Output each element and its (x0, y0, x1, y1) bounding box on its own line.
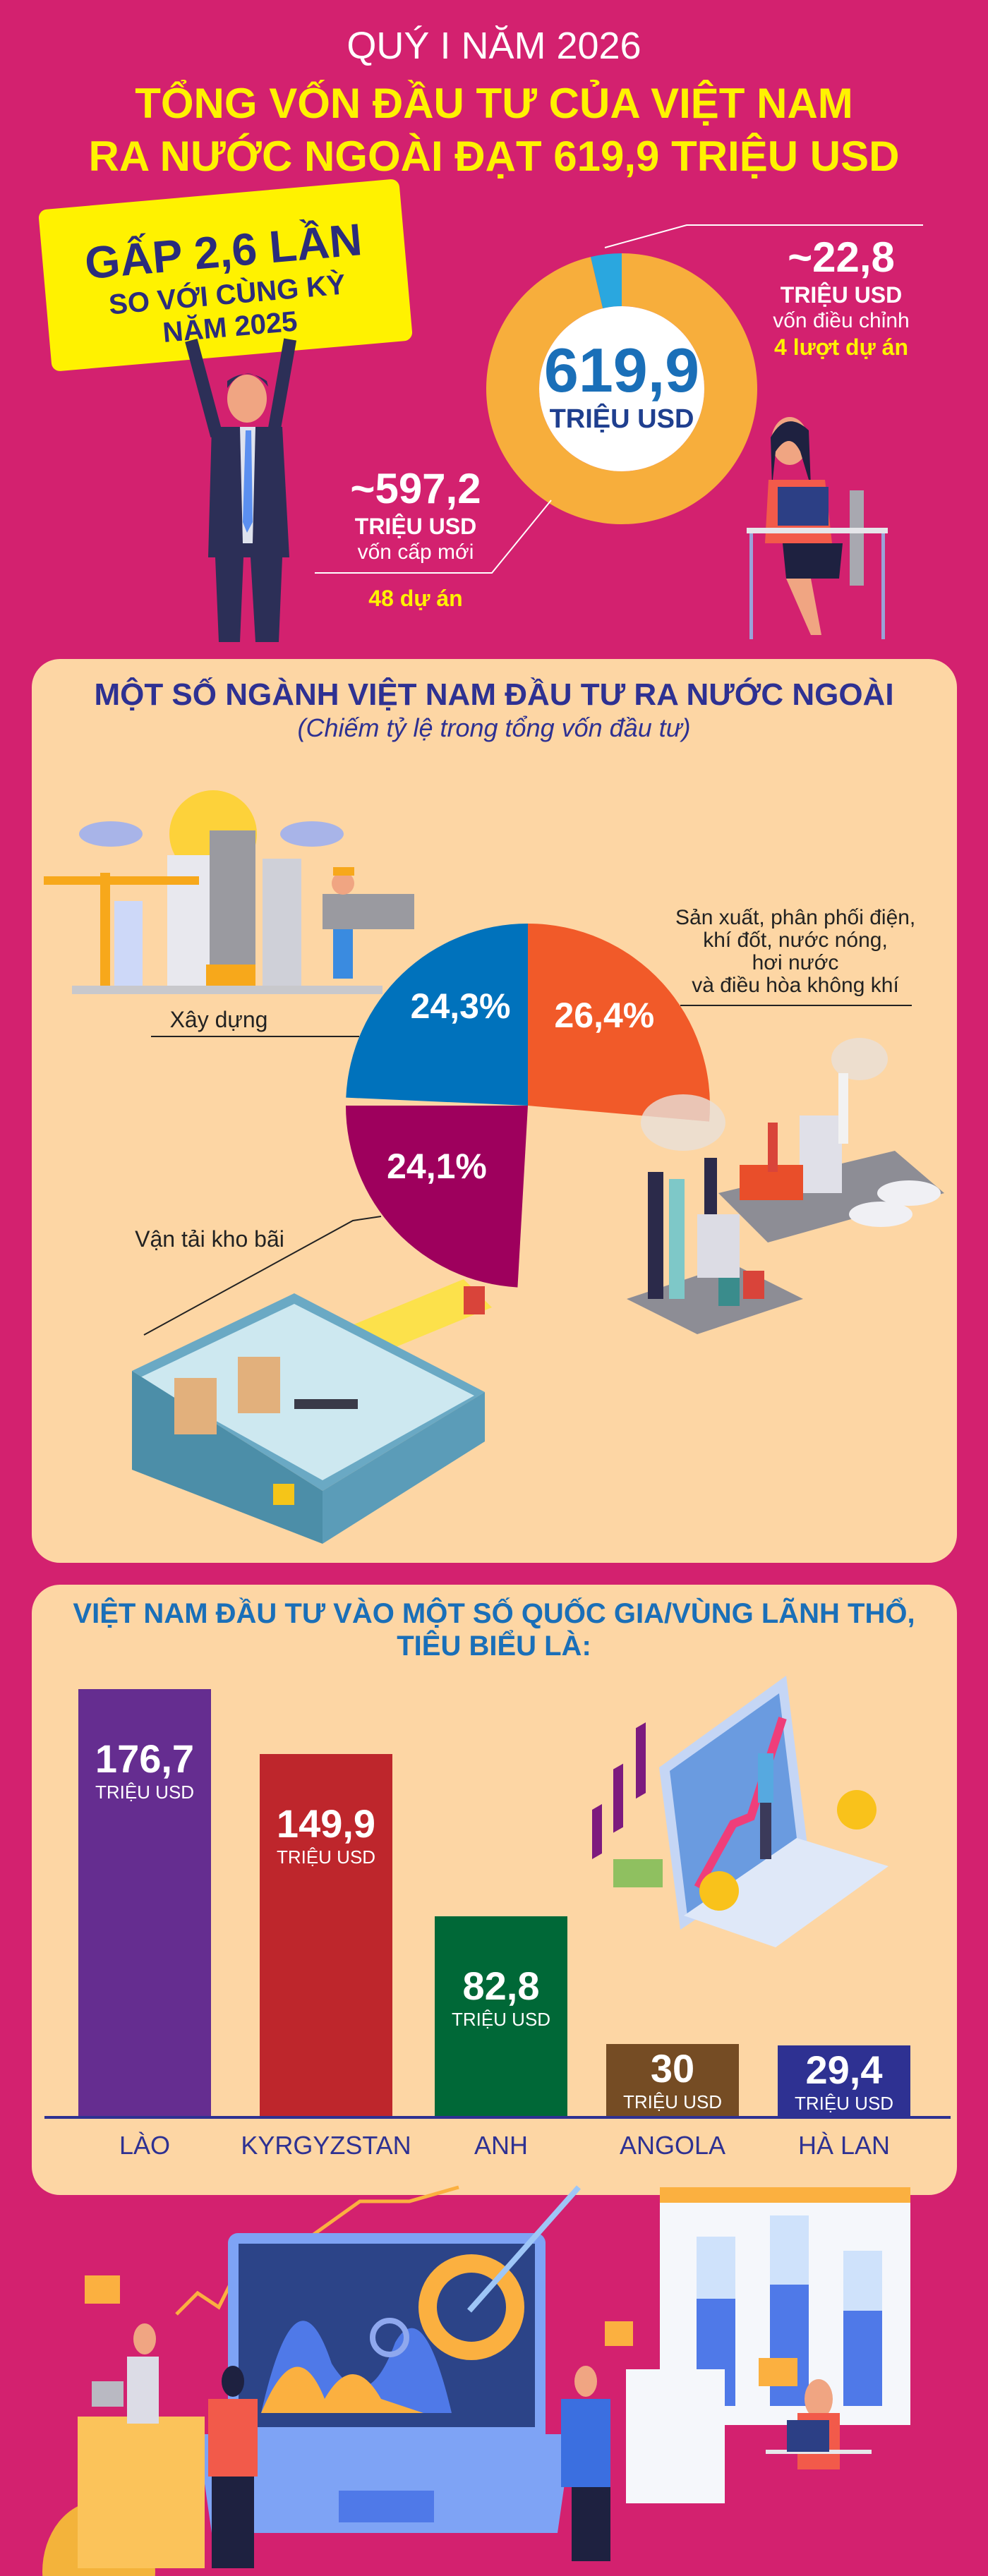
adjusted-unit: TRIỆU USD (780, 282, 903, 308)
energy-label-line: Sản xuất, phân phối điện, (675, 906, 916, 929)
bar: 29,4 TRIỆU USD (778, 2045, 910, 2117)
bar: 82,8 TRIỆU USD (435, 1916, 567, 2117)
sector-callout-lines (143, 1005, 912, 1336)
total-value: 619,9 (543, 335, 700, 405)
callout-lines (315, 224, 923, 574)
bar-value-label: 82,8 (462, 1964, 540, 2009)
pie-percent-label: 24,3% (411, 986, 511, 1026)
donut-slice-adjusted (591, 253, 622, 309)
donut-center (539, 306, 704, 471)
energy-label-line: khí đốt, nước nóng, (703, 929, 888, 952)
pie-percent-label: 26,4% (554, 996, 654, 1035)
bar-category-label: ANGOLA (619, 2131, 726, 2160)
period-label: QUÝ I NĂM 2026 (347, 25, 641, 67)
sectors-subtitle: (Chiếm tỷ lệ trong tổng vốn đầu tư) (297, 713, 691, 742)
woman-at-desk-illustration (747, 417, 888, 639)
bar-category-label: KYRGYZSTAN (241, 2131, 411, 2160)
new-capital-unit: TRIỆU USD (354, 514, 477, 539)
energy-label-line: và điều hòa không khí (692, 974, 899, 997)
pie-slice-energy (528, 924, 710, 1122)
pie-percent-label: 24,1% (387, 1147, 487, 1186)
transport-label: Vận tải kho bãi (135, 1226, 284, 1252)
bar: 149,9 TRIỆU USD (260, 1753, 392, 2117)
warehouse-illustration (132, 1279, 492, 1544)
power-plant-illustration (627, 1038, 944, 1334)
bar-unit-label: TRIỆU USD (622, 2091, 723, 2113)
new-capital-value: ~597,2 (350, 465, 481, 512)
page-title-line1: TỔNG VỐN ĐẦU TƯ CỦA VIỆT NAM (135, 80, 853, 127)
adjusted-label: vốn điều chỉnh (773, 309, 910, 332)
business-analytics-illustration (42, 2185, 910, 2576)
adjusted-callout-line (604, 224, 923, 248)
adjusted-value: ~22,8 (788, 234, 895, 281)
new-capital-count: 48 dự án (368, 586, 463, 611)
energy-label-line: hơi nước (752, 951, 839, 974)
new-capital-label: vốn cấp mới (357, 540, 474, 564)
sectors-title: MỘT SỐ NGÀNH VIỆT NAM ĐẦU TƯ RA NƯỚC NGO… (94, 677, 894, 712)
bar-category-label: LÀO (119, 2131, 171, 2160)
bar-unit-label: TRIỆU USD (794, 2093, 894, 2115)
construction-illustration (44, 790, 414, 994)
bar-value-label: 30 (650, 2046, 695, 2091)
bar-unit-label: TRIỆU USD (95, 1782, 195, 1803)
construction-label: Xây dựng (169, 1007, 268, 1032)
donut-slice-new-capital (486, 253, 757, 524)
investment-growth-illustration (592, 1676, 888, 1947)
bar-chart-baseline (44, 2116, 951, 2119)
sectors-pie-chart: 24,3% 26,4% 24,1% (346, 924, 710, 1288)
bar-value-label: 29,4 (805, 2048, 883, 2093)
countries-bar-chart: 176,7 TRIỆU USD LÀO 149,9 TRIỆU USD KYRGYZS… (78, 1689, 910, 2160)
bar-value-label: 176,7 (95, 1736, 195, 1781)
new-callout-line (315, 500, 552, 574)
speech-bubble-icon (85, 2275, 120, 2304)
energy-label: Sản xuất, phân phối điện, khí đốt, nước … (675, 907, 915, 997)
bar: 176,7 TRIỆU USD (78, 1689, 211, 2117)
businessman-illustration (185, 338, 297, 642)
total-capital-donut-chart (486, 253, 757, 524)
pie-slice-construction (346, 924, 528, 1106)
countries-title: VIỆT NAM ĐẦU TƯ VÀO MỘT SỐ QUỐC GIA/VÙNG… (73, 1598, 915, 1662)
laptop-keyboard (198, 2434, 572, 2533)
bar-category-label: HÀ LAN (797, 2131, 891, 2160)
bar-value-label: 149,9 (276, 1801, 376, 1846)
speech-bubble-icon (605, 2321, 633, 2346)
bar-unit-label: TRIỆU USD (276, 1846, 376, 1868)
transport-callout-line (143, 1216, 382, 1336)
bar-unit-label: TRIỆU USD (451, 2009, 551, 2031)
pie-slice-transport (346, 1106, 528, 1288)
page-title-line2: RA NƯỚC NGOÀI ĐẠT 619,9 TRIỆU USD (88, 133, 900, 180)
adjusted-count: 4 lượt dự án (774, 334, 908, 360)
bar-category-label: ANH (474, 2131, 528, 2160)
total-unit: TRIỆU USD (549, 404, 694, 434)
bar: 30 TRIỆU USD (606, 2044, 739, 2117)
